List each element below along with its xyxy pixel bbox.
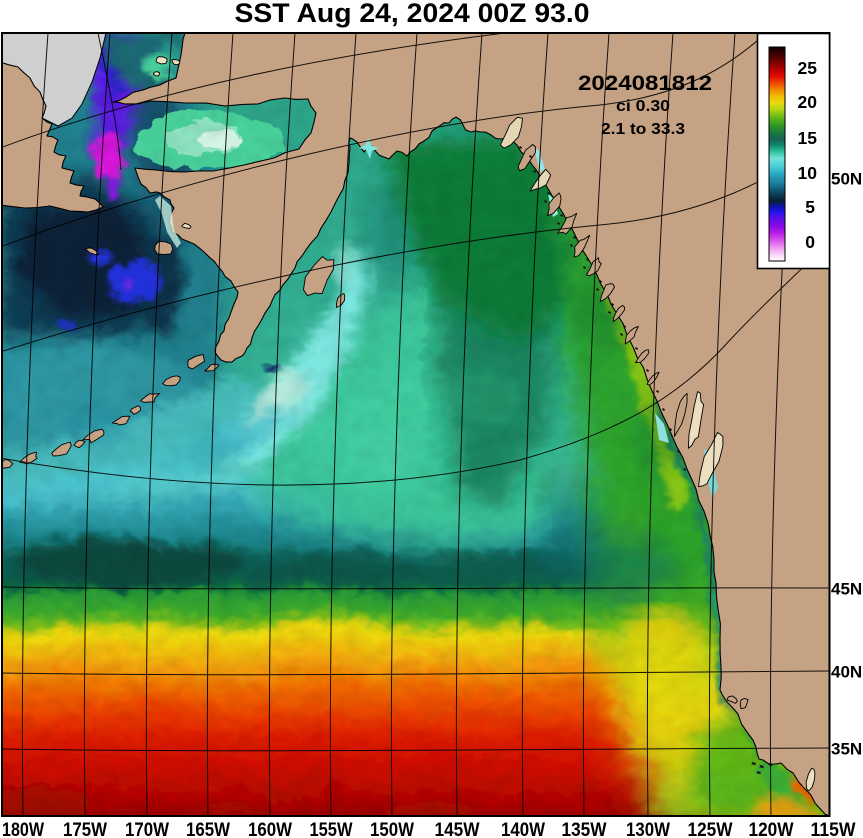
svg-text:25: 25: [798, 58, 818, 78]
svg-text:115W: 115W: [811, 820, 856, 838]
svg-text:180W: 180W: [2, 820, 44, 838]
svg-text:50N: 50N: [831, 170, 862, 189]
svg-text:140W: 140W: [501, 820, 545, 838]
svg-text:35N: 35N: [831, 740, 862, 759]
svg-text:2.1 to 33.3: 2.1 to 33.3: [601, 121, 685, 138]
svg-text:45N: 45N: [831, 580, 862, 599]
svg-text:160W: 160W: [248, 820, 292, 838]
svg-text:150W: 150W: [370, 820, 414, 838]
svg-text:165W: 165W: [186, 820, 230, 838]
svg-text:SST Aug 24, 2024 00Z 93.0: SST Aug 24, 2024 00Z 93.0: [235, 0, 590, 28]
svg-text:120W: 120W: [749, 820, 794, 838]
svg-text:ci 0.30: ci 0.30: [616, 98, 670, 115]
svg-text:130W: 130W: [626, 820, 670, 838]
svg-text:0: 0: [805, 232, 815, 252]
svg-text:10: 10: [798, 163, 818, 183]
svg-text:125W: 125W: [688, 820, 733, 838]
svg-text:5: 5: [805, 197, 815, 217]
svg-text:2024081812: 2024081812: [578, 71, 712, 95]
svg-text:15: 15: [798, 128, 818, 148]
svg-text:175W: 175W: [63, 820, 107, 838]
svg-text:155W: 155W: [310, 820, 353, 838]
svg-text:135W: 135W: [562, 820, 607, 838]
svg-text:170W: 170W: [125, 820, 169, 838]
svg-text:40N: 40N: [831, 663, 862, 682]
svg-text:145W: 145W: [435, 820, 480, 838]
svg-text:20: 20: [798, 92, 818, 112]
